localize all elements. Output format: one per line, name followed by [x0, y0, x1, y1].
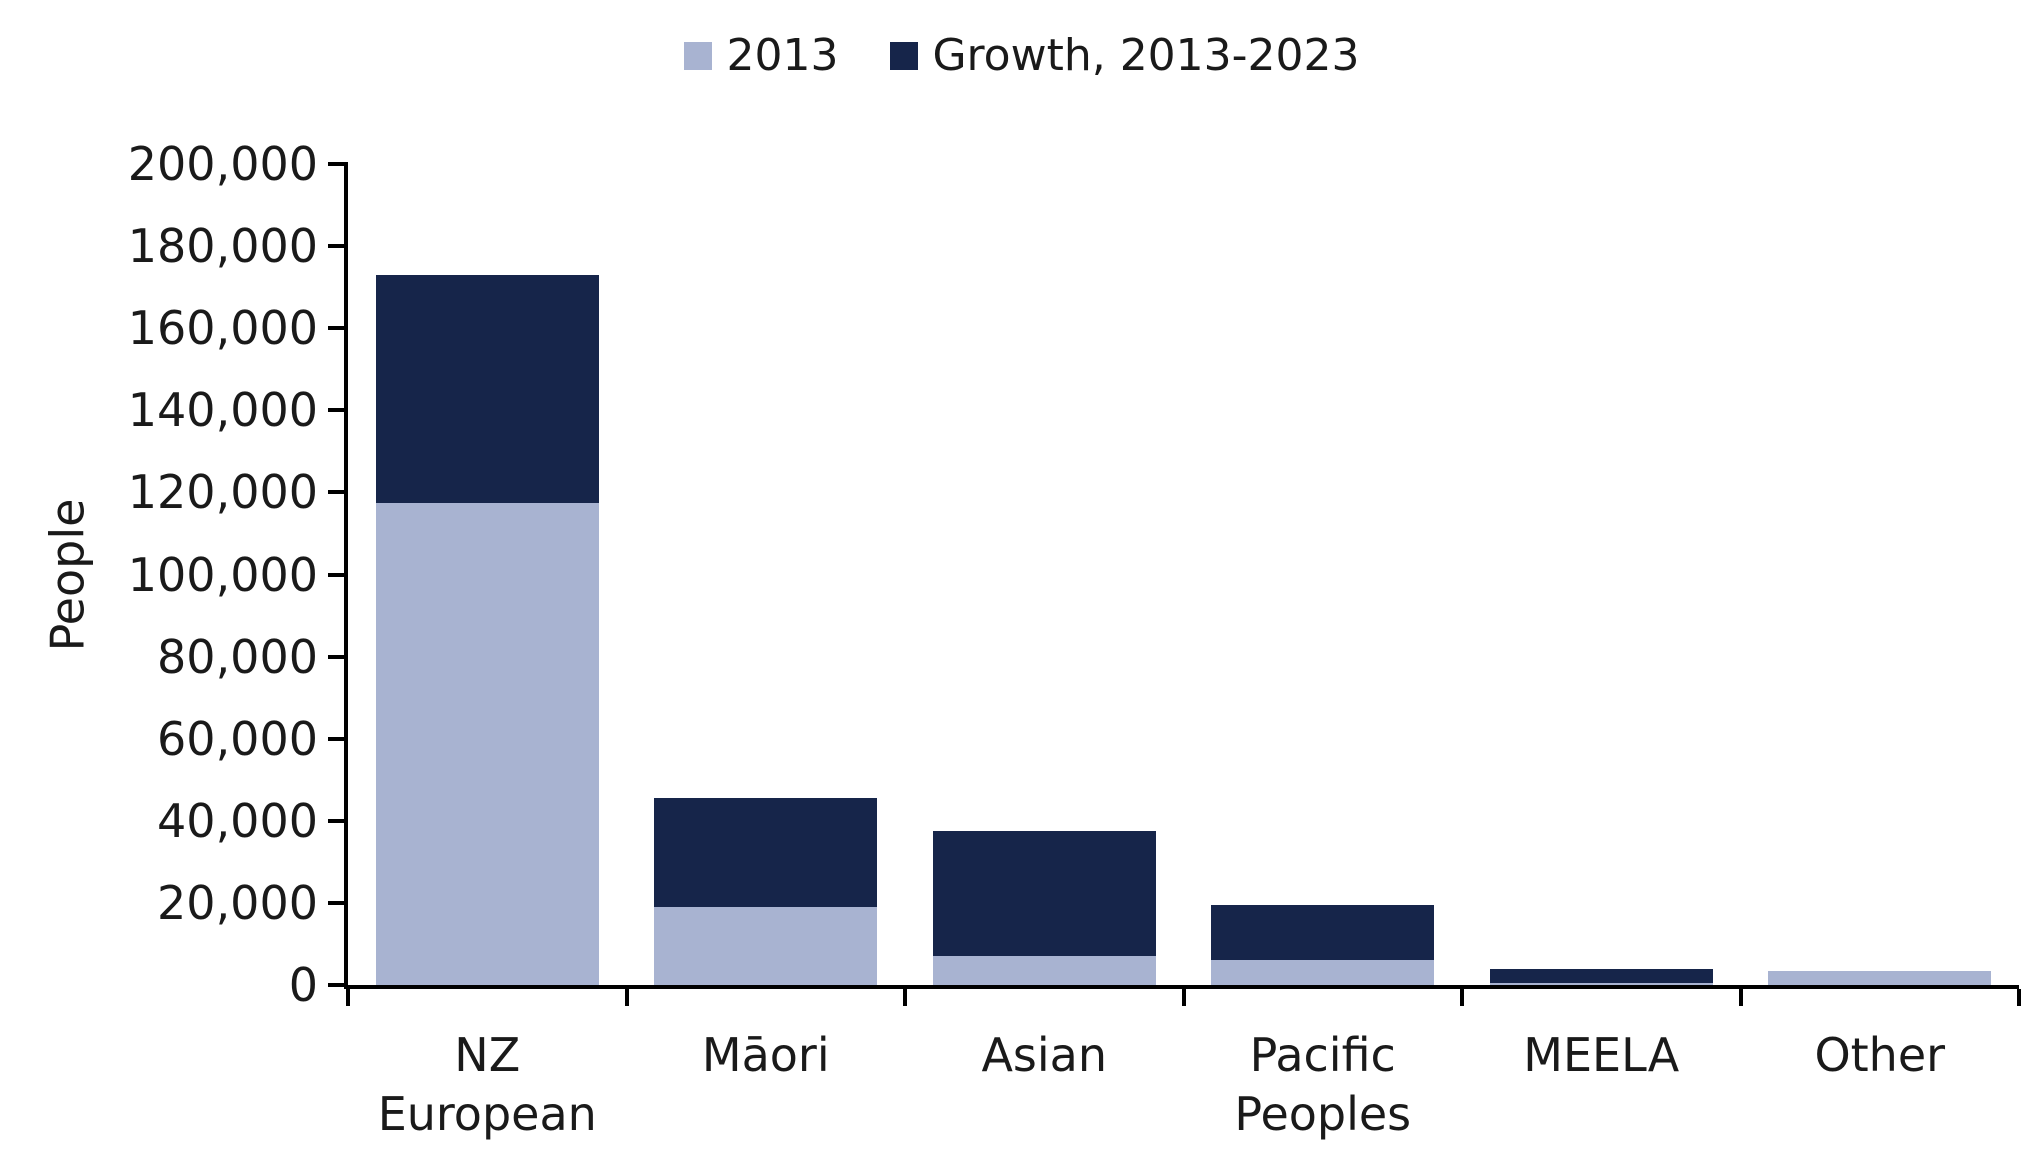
- x-axis-tick-5: [1738, 989, 1743, 1006]
- y-axis-tick-label-20-000: 20,000: [157, 875, 318, 930]
- chart-legend: 2013 Growth, 2013-2023: [0, 34, 2044, 78]
- x-axis-category-label-asian: Asian: [981, 1028, 1108, 1082]
- y-axis-tick-label-40-000: 40,000: [157, 793, 318, 848]
- x-axis-tick-6: [2017, 989, 2021, 1006]
- bar-segment-growth-2013-2023-nz-european: [375, 274, 599, 503]
- x-axis-line: [344, 985, 2019, 989]
- x-axis-tick-0: [346, 989, 350, 1006]
- legend-swatch-2013: [684, 42, 713, 70]
- x-axis-category-label-other: Other: [1814, 1028, 1946, 1082]
- y-axis-line: [344, 162, 348, 989]
- x-axis-category-label-maori: Māori: [701, 1028, 830, 1082]
- y-axis-tick-label-80-000: 80,000: [157, 629, 318, 684]
- bar-segment-growth-2013-2023-meela: [1489, 968, 1713, 984]
- bar-segment-2013-maori: [654, 907, 878, 985]
- x-axis-category-label-nz-european: NZ European: [377, 1028, 597, 1141]
- bar-segment-2013-meela: [1489, 983, 1713, 985]
- y-axis-tick-40-000: [328, 818, 344, 823]
- y-axis-tick-200-000: [328, 162, 344, 166]
- bar-segment-growth-2013-2023-asian: [932, 831, 1156, 957]
- y-axis-tick-180-000: [328, 244, 344, 249]
- plot-area: 0 20,000 40,000 60,000 80,000 100,000 120,000 1…: [128, 141, 2021, 1141]
- y-axis-tick-label-140-000: 140,000: [127, 383, 318, 438]
- y-axis-title: People: [40, 498, 95, 651]
- x-axis-category-label-meela: MEELA: [1523, 1028, 1680, 1082]
- y-axis-title-box: People: [40, 164, 95, 985]
- legend-label-2013: 2013: [726, 30, 839, 81]
- y-axis-tick-label-0: 0: [288, 958, 318, 1012]
- bar-segment-2013-pacific-peoples: [1211, 960, 1435, 985]
- y-axis-tick-160-000: [328, 326, 344, 331]
- y-axis-tick-80-000: [328, 654, 344, 659]
- legend-label-growth: Growth, 2013-2023: [932, 30, 1360, 81]
- bar-segment-growth-2013-2023-maori: [654, 798, 878, 907]
- y-axis-tick-label-100-000: 100,000: [127, 547, 318, 602]
- y-axis-tick-20-000: [328, 900, 344, 905]
- y-axis-tick-label-120-000: 120,000: [127, 465, 318, 520]
- x-axis-tick-4: [1460, 989, 1464, 1006]
- x-axis-category-label-pacific-peoples: Pacific Peoples: [1234, 1028, 1412, 1141]
- y-axis-tick-label-160-000: 160,000: [127, 301, 318, 356]
- legend-item-2013: 2013: [684, 34, 838, 78]
- y-axis-tick-label-180-000: 180,000: [127, 219, 318, 274]
- bar-segment-2013-nz-european: [375, 502, 599, 985]
- y-axis-tick-60-000: [328, 736, 344, 741]
- y-axis-tick-100-000: [328, 572, 344, 577]
- bar-segment-2013-other: [1768, 970, 1992, 985]
- x-axis-tick-3: [1181, 989, 1186, 1006]
- x-axis-tick-2: [903, 989, 907, 1006]
- x-axis-tick-1: [624, 989, 629, 1006]
- bar-segment-2013-asian: [932, 956, 1156, 985]
- legend-item-growth: Growth, 2013-2023: [890, 30, 1360, 81]
- y-axis-tick-label-200-000: 200,000: [127, 137, 318, 191]
- y-axis-tick-140-000: [328, 408, 344, 413]
- bar-segment-growth-2013-2023-pacific-peoples: [1211, 904, 1435, 961]
- y-axis-tick-0: [328, 983, 344, 987]
- legend-swatch-growth: [890, 42, 919, 70]
- y-axis-tick-120-000: [328, 490, 344, 495]
- y-axis-tick-label-60-000: 60,000: [157, 711, 318, 766]
